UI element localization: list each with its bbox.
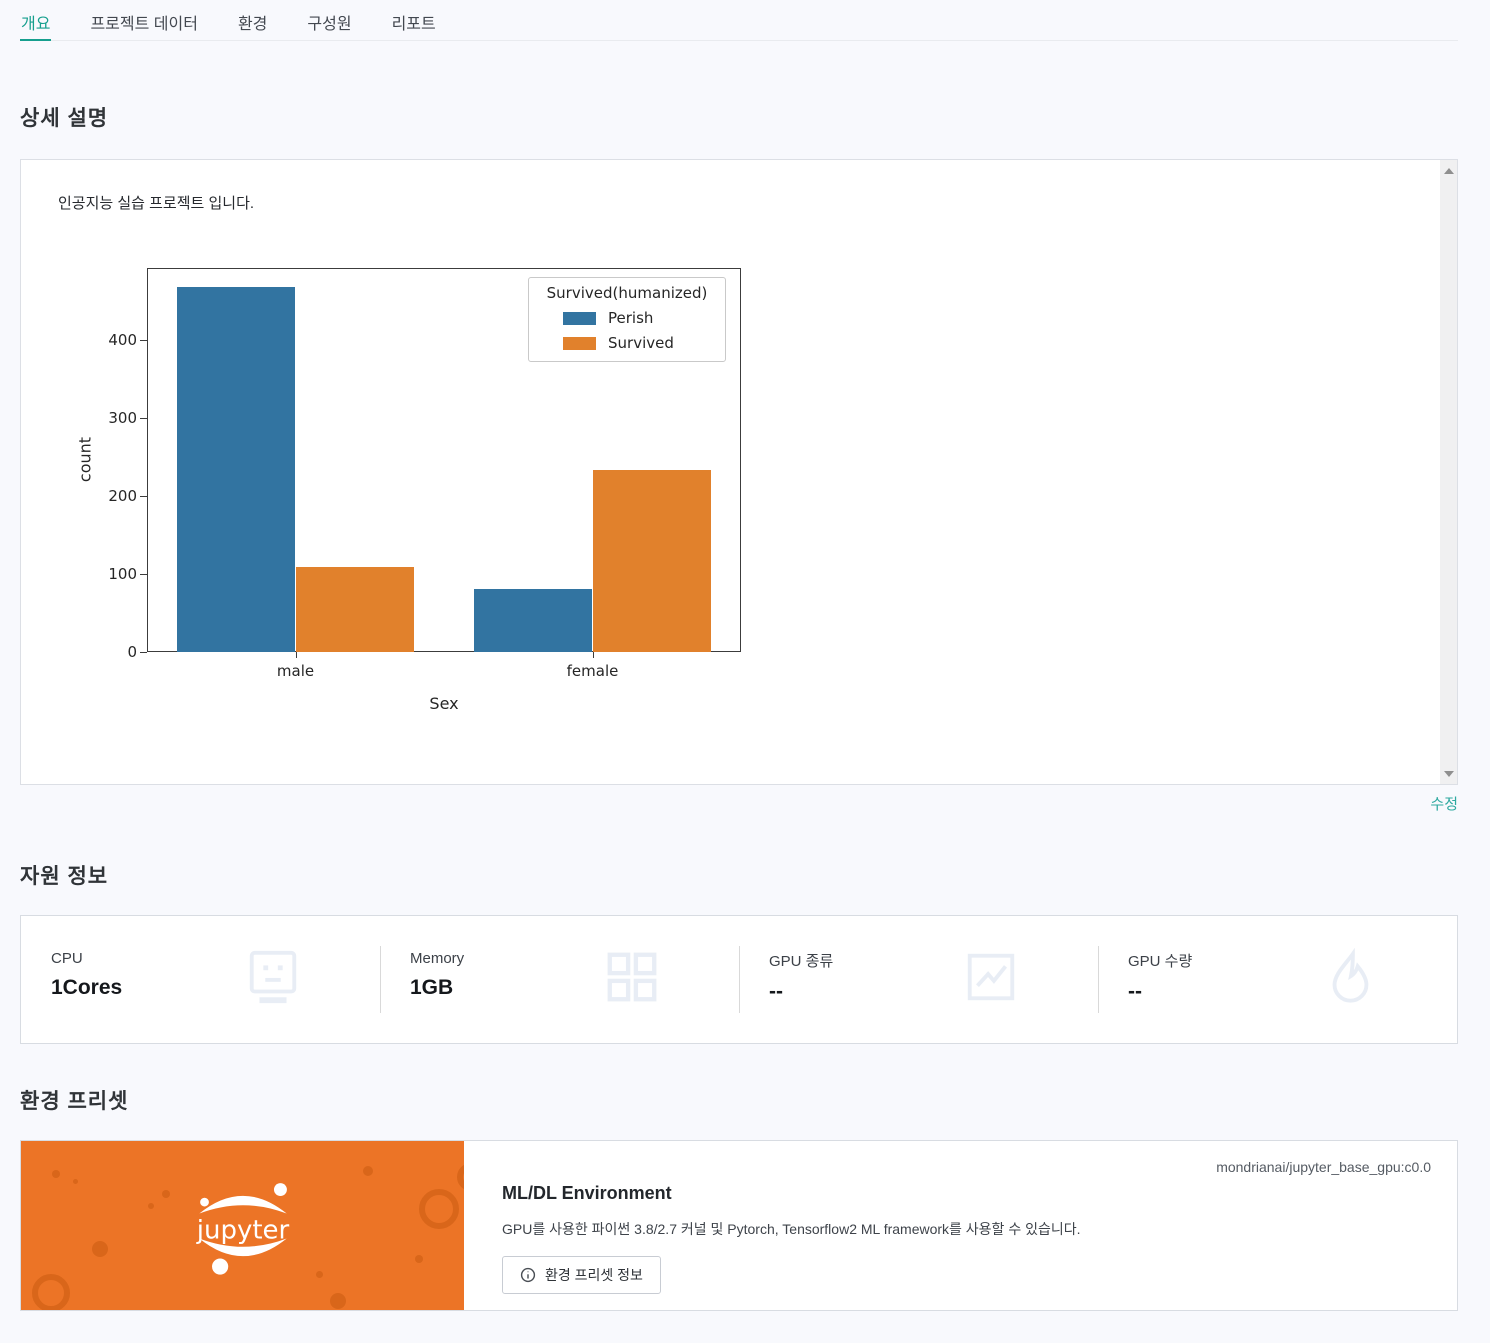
jupyter-logo: jupyter <box>195 1182 289 1275</box>
decorative-bubble <box>148 1203 154 1209</box>
legend-label: Survived <box>608 334 674 352</box>
y-tick-mark <box>140 495 147 497</box>
decorative-bubble <box>92 1241 108 1257</box>
y-tick-label: 400 <box>108 330 137 349</box>
resource-gpu-type: GPU 종류 -- <box>739 916 1098 1043</box>
resources-section-title: 자원 정보 <box>20 865 109 888</box>
decorative-bubble <box>330 1293 346 1309</box>
y-tick-label: 0 <box>127 643 137 661</box>
preset-card: jupyter mondrianai/jupyter_base_gpu:c0.0… <box>20 1140 1458 1311</box>
preset-image: jupyter <box>21 1141 464 1310</box>
legend-title: Survived(humanized) <box>546 284 708 302</box>
x-axis-label: Sex <box>429 694 459 713</box>
decorative-bubble <box>419 1189 459 1229</box>
description-scrollbar[interactable] <box>1440 160 1457 784</box>
bar-chart: 0 100 200 300 400 male female Sex count Survived(… <box>61 242 801 722</box>
description-text: 인공지능 실습 프로젝트 입니다. <box>58 195 255 212</box>
preset-info-button[interactable]: 환경 프리셋 정보 <box>502 1256 661 1294</box>
memory-grid-icon <box>603 948 661 1006</box>
page: 개요 프로젝트 데이터 환경 구성원 리포트 상세 설명 인공지능 실습 프로젝… <box>20 0 1458 1311</box>
legend-entry: Survived <box>537 334 717 352</box>
resource-value: -- <box>769 980 783 1003</box>
x-tick-label: male <box>276 662 315 680</box>
description-panel: 인공지능 실습 프로젝트 입니다. 0 100 200 300 400 male femal… <box>20 159 1458 785</box>
tab-overview[interactable]: 개요 <box>20 0 52 41</box>
y-tick-label: 100 <box>108 564 137 583</box>
y-tick-mark <box>140 652 147 653</box>
chart-bar <box>473 588 593 652</box>
resource-memory: Memory 1GB <box>380 916 739 1043</box>
preset-body: mondrianai/jupyter_base_gpu:c0.0 ML/DL E… <box>464 1141 1457 1310</box>
description-section-title: 상세 설명 <box>20 107 109 130</box>
gpu-chart-icon <box>962 948 1020 1006</box>
chart-bar <box>295 566 415 652</box>
info-icon <box>520 1267 536 1283</box>
decorative-bubble <box>415 1255 423 1263</box>
preset-section-title: 환경 프리셋 <box>20 1090 129 1113</box>
decorative-bubble <box>72 1178 78 1184</box>
x-tick-mark <box>592 652 594 658</box>
tab-report[interactable]: 리포트 <box>391 16 436 33</box>
legend-swatch <box>563 311 596 325</box>
resource-cpu: CPU 1Cores <box>21 916 380 1043</box>
legend-label: Perish <box>608 309 654 327</box>
y-tick-mark <box>140 417 147 419</box>
resource-label: GPU 종류 <box>769 953 834 970</box>
resource-card: CPU 1Cores Memory 1GB <box>20 915 1458 1044</box>
y-tick-mark <box>140 573 147 575</box>
edit-row: 수정 <box>20 793 1458 815</box>
preset-name: ML/DL Environment <box>502 1183 672 1203</box>
resource-label: GPU 수량 <box>1128 953 1193 970</box>
tab-bar: 개요 프로젝트 데이터 환경 구성원 리포트 <box>20 0 1458 41</box>
scroll-up-icon[interactable] <box>1440 162 1457 179</box>
cpu-robot-icon <box>244 948 302 1006</box>
decorative-bubble <box>363 1166 373 1176</box>
resource-value: 1Cores <box>51 976 123 999</box>
resource-label: Memory <box>410 950 465 967</box>
preset-info-button-label: 환경 프리셋 정보 <box>545 1267 643 1283</box>
chart-legend: Survived(humanized) Perish Survived <box>528 277 726 362</box>
chart-bar <box>176 286 296 652</box>
legend-entry: Perish <box>537 309 717 327</box>
x-tick-mark <box>295 652 297 658</box>
x-tick-label: female <box>566 662 619 680</box>
gpu-flame-icon <box>1321 947 1379 1006</box>
decorative-bubble <box>457 1163 464 1191</box>
decorative-bubble <box>32 1274 70 1310</box>
chart-bar <box>592 470 712 652</box>
y-tick-label: 200 <box>108 486 137 505</box>
resource-value: -- <box>1128 980 1142 1003</box>
resource-gpu-count: GPU 수량 -- <box>1098 916 1457 1043</box>
tab-members[interactable]: 구성원 <box>307 16 352 33</box>
preset-image-tag: mondrianai/jupyter_base_gpu:c0.0 <box>1216 1159 1431 1175</box>
scroll-down-icon[interactable] <box>1440 765 1457 782</box>
y-tick-label: 300 <box>108 408 137 427</box>
legend-swatch <box>563 336 596 350</box>
tab-environment[interactable]: 환경 <box>237 16 268 33</box>
decorative-bubble <box>162 1190 170 1198</box>
decorative-bubble <box>315 1270 323 1278</box>
decorative-bubble <box>52 1170 60 1178</box>
tab-project-data[interactable]: 프로젝트 데이터 <box>90 16 198 33</box>
jupyter-logo-text: jupyter <box>195 1215 289 1245</box>
preset-description: GPU를 사용한 파이썬 3.8/2.7 커널 및 Pytorch, Tenso… <box>502 1221 1081 1237</box>
resource-value: 1GB <box>410 976 454 999</box>
y-axis-label: count <box>75 436 95 483</box>
y-tick-mark <box>140 339 147 341</box>
resource-label: CPU <box>51 950 83 967</box>
edit-link[interactable]: 수정 <box>1430 796 1458 813</box>
